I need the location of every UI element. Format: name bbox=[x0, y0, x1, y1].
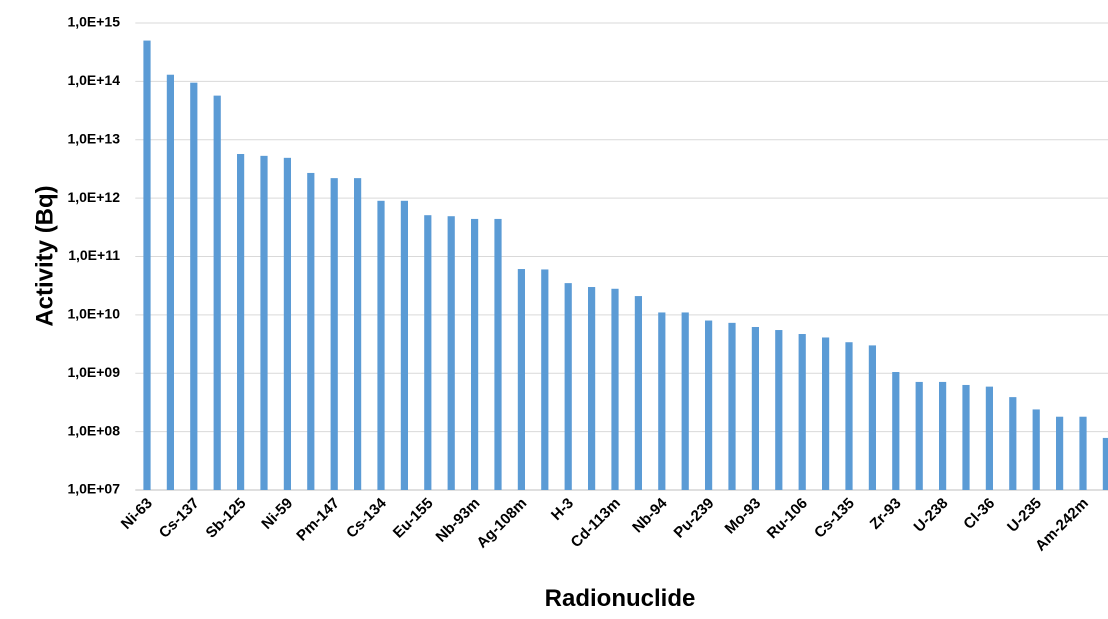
bar bbox=[471, 218, 479, 490]
bar bbox=[424, 215, 432, 490]
bar bbox=[260, 155, 268, 490]
bar bbox=[868, 345, 876, 490]
bar bbox=[541, 269, 549, 490]
bar bbox=[611, 288, 619, 490]
y-tick-label: 1,0E+12 bbox=[67, 189, 120, 205]
bar bbox=[494, 218, 502, 490]
bar bbox=[283, 157, 291, 490]
y-tick-label: 1,0E+09 bbox=[67, 364, 120, 380]
bar bbox=[985, 386, 993, 490]
bar bbox=[822, 337, 830, 490]
bar bbox=[798, 334, 806, 490]
bar bbox=[1009, 397, 1017, 490]
bar bbox=[751, 326, 759, 490]
x-tick-label: Ni-59 bbox=[258, 495, 296, 533]
x-tick-label: Cl-36 bbox=[960, 495, 998, 533]
bar bbox=[166, 74, 174, 490]
x-axis-title: Radionuclide bbox=[545, 585, 696, 612]
x-tick-label: Ni-63 bbox=[118, 495, 156, 533]
bar bbox=[588, 287, 596, 490]
x-tick-label: Eu-155 bbox=[390, 495, 437, 542]
x-tick-label: Cs-135 bbox=[811, 495, 858, 542]
x-tick-label: Cd-113m bbox=[568, 495, 624, 551]
bar bbox=[354, 178, 362, 490]
bar bbox=[1079, 416, 1087, 490]
bar bbox=[775, 330, 783, 490]
y-tick-label: 1,0E+07 bbox=[67, 481, 120, 497]
bar bbox=[143, 40, 151, 490]
x-tick-label: Pm-147 bbox=[293, 495, 343, 545]
bar bbox=[915, 381, 923, 490]
x-tick-label: Pu-239 bbox=[671, 495, 718, 542]
bar bbox=[190, 82, 198, 490]
x-tick-label: Mo-93 bbox=[722, 495, 765, 538]
x-tick-label: Nb-94 bbox=[629, 494, 671, 536]
x-tick-label: Ru-106 bbox=[764, 495, 811, 542]
y-tick-label: 1,0E+08 bbox=[67, 422, 120, 438]
bar bbox=[564, 283, 572, 490]
x-tick-label: U-238 bbox=[911, 495, 952, 536]
bar bbox=[658, 312, 666, 490]
bar bbox=[681, 312, 689, 490]
x-tick-label: Ag-108m bbox=[473, 495, 530, 552]
bar bbox=[892, 372, 900, 490]
bar bbox=[939, 381, 947, 490]
bar bbox=[845, 342, 853, 490]
bar bbox=[400, 200, 408, 491]
bar bbox=[307, 172, 315, 490]
bar bbox=[1102, 437, 1108, 490]
bar bbox=[237, 154, 245, 491]
bar bbox=[962, 384, 970, 490]
y-tick-label: 1,0E+10 bbox=[67, 306, 120, 322]
bar bbox=[330, 178, 338, 490]
bar bbox=[634, 296, 642, 490]
x-tick-label: Cs-137 bbox=[156, 495, 203, 542]
x-tick-label: Cs-134 bbox=[343, 494, 390, 541]
x-tick-label: Sb-125 bbox=[203, 495, 250, 542]
bar bbox=[377, 200, 385, 491]
x-tick-label: H-3 bbox=[548, 495, 577, 524]
y-tick-label: 1,0E+13 bbox=[67, 130, 120, 146]
bar bbox=[1032, 409, 1040, 490]
bar bbox=[213, 95, 221, 491]
x-tick-label: U-235 bbox=[1004, 495, 1045, 536]
y-tick-label: 1,0E+14 bbox=[67, 72, 120, 88]
y-tick-label: 1,0E+15 bbox=[67, 14, 120, 30]
y-axis-title: Activity (Bq) bbox=[31, 185, 58, 326]
bar bbox=[1056, 416, 1064, 490]
x-tick-label: Zr-93 bbox=[867, 495, 905, 533]
y-tick-label: 1,0E+11 bbox=[68, 247, 120, 263]
bar bbox=[517, 269, 525, 490]
bar bbox=[728, 322, 736, 490]
bar bbox=[447, 216, 455, 490]
bar bbox=[705, 320, 713, 490]
